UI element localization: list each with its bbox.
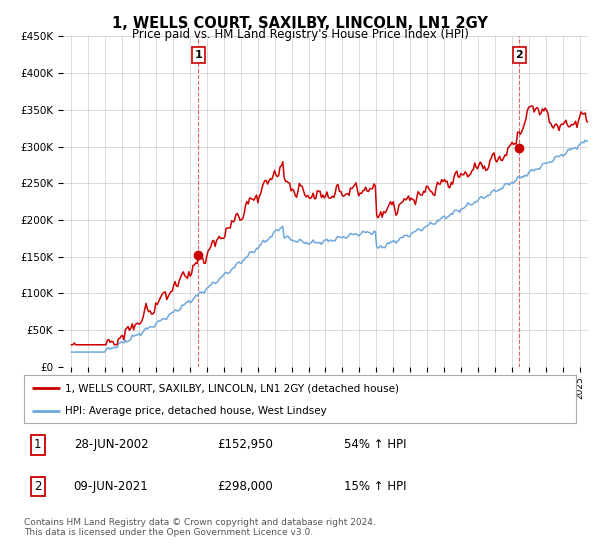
Text: 28-JUN-2002: 28-JUN-2002: [74, 438, 148, 451]
Text: Contains HM Land Registry data © Crown copyright and database right 2024.
This d: Contains HM Land Registry data © Crown c…: [24, 518, 376, 538]
Text: 1, WELLS COURT, SAXILBY, LINCOLN, LN1 2GY: 1, WELLS COURT, SAXILBY, LINCOLN, LN1 2G…: [112, 16, 488, 31]
Text: 09-JUN-2021: 09-JUN-2021: [74, 480, 148, 493]
Text: £298,000: £298,000: [217, 480, 273, 493]
Text: HPI: Average price, detached house, West Lindsey: HPI: Average price, detached house, West…: [65, 406, 327, 416]
Text: £152,950: £152,950: [217, 438, 273, 451]
Text: 15% ↑ HPI: 15% ↑ HPI: [344, 480, 407, 493]
Text: Price paid vs. HM Land Registry's House Price Index (HPI): Price paid vs. HM Land Registry's House …: [131, 28, 469, 41]
Text: 2: 2: [515, 50, 523, 60]
Text: 2: 2: [34, 480, 41, 493]
Text: 1, WELLS COURT, SAXILBY, LINCOLN, LN1 2GY (detached house): 1, WELLS COURT, SAXILBY, LINCOLN, LN1 2G…: [65, 383, 400, 393]
Text: 1: 1: [194, 50, 202, 60]
Text: 1: 1: [34, 438, 41, 451]
Text: 54% ↑ HPI: 54% ↑ HPI: [344, 438, 407, 451]
